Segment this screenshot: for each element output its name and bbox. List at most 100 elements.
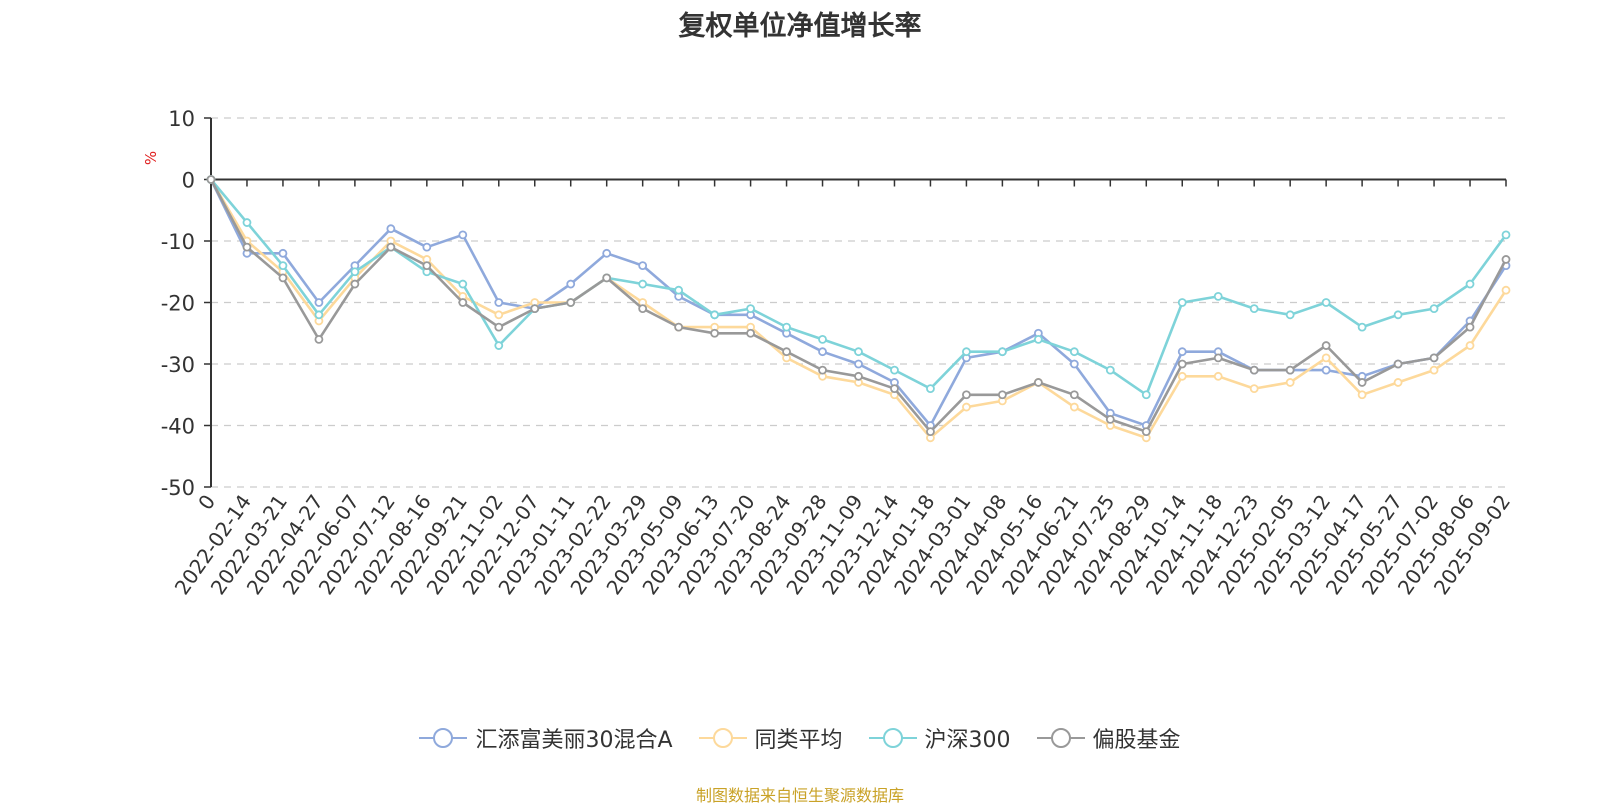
data-point-series-0	[1069, 359, 1079, 369]
y-tick-label: -50	[161, 476, 195, 500]
data-point-series-0	[386, 224, 396, 234]
data-point-series-3	[278, 273, 288, 283]
data-point-series-1	[1213, 371, 1223, 381]
data-point-series-1	[1393, 378, 1403, 387]
data-point-series-2	[638, 279, 648, 289]
data-point-series-2	[746, 304, 755, 314]
data-point-series-3	[1357, 378, 1367, 387]
legend-label-fund: 汇添富美丽30混合A	[475, 728, 673, 753]
legend-label-csi300: 沪深300	[924, 728, 1011, 753]
data-point-series-3	[674, 322, 684, 332]
data-point-series-3	[890, 384, 899, 394]
data-point-series-2	[1213, 291, 1223, 301]
data-point-series-3	[710, 328, 720, 338]
data-point-series-3	[422, 261, 432, 271]
data-point-series-2	[926, 384, 935, 394]
data-point-series-2	[782, 322, 791, 332]
data-point-series-3	[566, 298, 576, 307]
data-point-series-3	[746, 328, 755, 338]
data-point-series-3	[638, 304, 648, 314]
data-point-series-0	[566, 279, 576, 289]
data-point-series-1	[1465, 341, 1475, 350]
data-point-series-0	[314, 298, 324, 307]
data-point-series-0	[494, 298, 504, 307]
data-point-series-0	[854, 359, 863, 369]
data-point-series-1	[1285, 378, 1295, 387]
data-point-series-3	[1141, 427, 1151, 437]
y-tick-label: -30	[161, 353, 195, 377]
grid-lines	[211, 117, 1506, 488]
data-point-series-3	[1069, 390, 1079, 400]
data-point-series-2	[1393, 310, 1403, 320]
data-point-series-2	[1429, 304, 1439, 314]
legend-item-csi300[interactable]: 沪深300	[868, 722, 1011, 754]
data-point-series-2	[710, 310, 720, 320]
data-point-series-2	[997, 347, 1007, 357]
data-point-series-2	[458, 279, 468, 289]
data-point-series-3	[818, 365, 827, 375]
data-point-series-1	[494, 310, 504, 320]
legend-marker-csi300-icon	[868, 728, 917, 748]
data-point-series-2	[674, 285, 684, 295]
data-point-series-2	[818, 334, 827, 344]
data-point-series-2	[1069, 347, 1079, 357]
data-point-series-0	[1177, 347, 1187, 357]
data-point-series-3	[1321, 341, 1331, 350]
data-point-series-1	[1069, 402, 1079, 412]
legend-item-fund[interactable]: 汇添富美丽30混合A	[419, 722, 673, 754]
data-point-series-3	[242, 242, 252, 252]
data-point-series-3	[1465, 322, 1475, 332]
data-point-series-2	[1249, 304, 1259, 314]
data-point-series-3	[386, 242, 396, 252]
series-line-3	[209, 178, 1508, 433]
y-axis-label: %	[142, 151, 160, 165]
data-point-series-3	[962, 390, 971, 400]
data-point-series-3	[530, 304, 540, 314]
legend-item-peer-average[interactable]: 同类平均	[698, 722, 843, 754]
data-point-series-0	[458, 230, 468, 240]
series-line-0	[209, 178, 1508, 427]
data-point-series-0	[602, 248, 612, 258]
data-point-series-1	[1321, 353, 1331, 363]
data-point-series-1	[1249, 384, 1259, 394]
data-point-series-3	[997, 390, 1007, 400]
y-tick-label: 0	[182, 169, 195, 193]
data-point-series-3	[314, 334, 324, 344]
y-tick-label: 10	[168, 107, 195, 131]
data-point-series-1	[1429, 365, 1439, 375]
data-point-series-2	[1285, 310, 1295, 320]
data-point-series-3	[602, 273, 612, 283]
x-tick-label: 0	[193, 490, 220, 514]
data-point-series-2	[854, 347, 863, 357]
data-point-series-3	[1393, 359, 1403, 369]
y-tick-label: -40	[161, 415, 195, 439]
legend-marker-equity-funds-icon	[1036, 728, 1085, 748]
data-point-series-1	[962, 402, 971, 412]
data-point-series-2	[350, 267, 360, 277]
data-point-series-2	[1501, 230, 1511, 240]
data-point-series-2	[1321, 298, 1331, 307]
legend-marker-fund-icon	[419, 728, 468, 748]
series-lines	[206, 175, 1511, 443]
data-point-series-3	[350, 279, 360, 289]
data-point-series-3	[1501, 255, 1511, 264]
data-point-series-3	[494, 322, 504, 332]
data-point-series-3	[854, 371, 863, 381]
data-point-series-0	[278, 248, 288, 258]
data-point-series-3	[458, 298, 468, 307]
legend-item-equity-funds[interactable]: 偏股基金	[1036, 722, 1181, 754]
data-point-series-2	[1357, 322, 1367, 332]
data-point-series-2	[1033, 334, 1043, 344]
data-point-series-0	[1321, 365, 1331, 375]
data-point-series-3	[1213, 353, 1223, 363]
data-point-series-2	[314, 310, 324, 320]
data-point-series-2	[962, 347, 971, 357]
data-point-series-0	[638, 261, 648, 271]
data-point-series-3	[1033, 378, 1043, 387]
data-point-series-3	[206, 175, 216, 184]
y-tick-label: -20	[161, 292, 195, 316]
data-point-series-3	[926, 427, 935, 437]
data-point-series-2	[1177, 298, 1187, 307]
legend-label-equity-funds: 偏股基金	[1092, 728, 1181, 753]
